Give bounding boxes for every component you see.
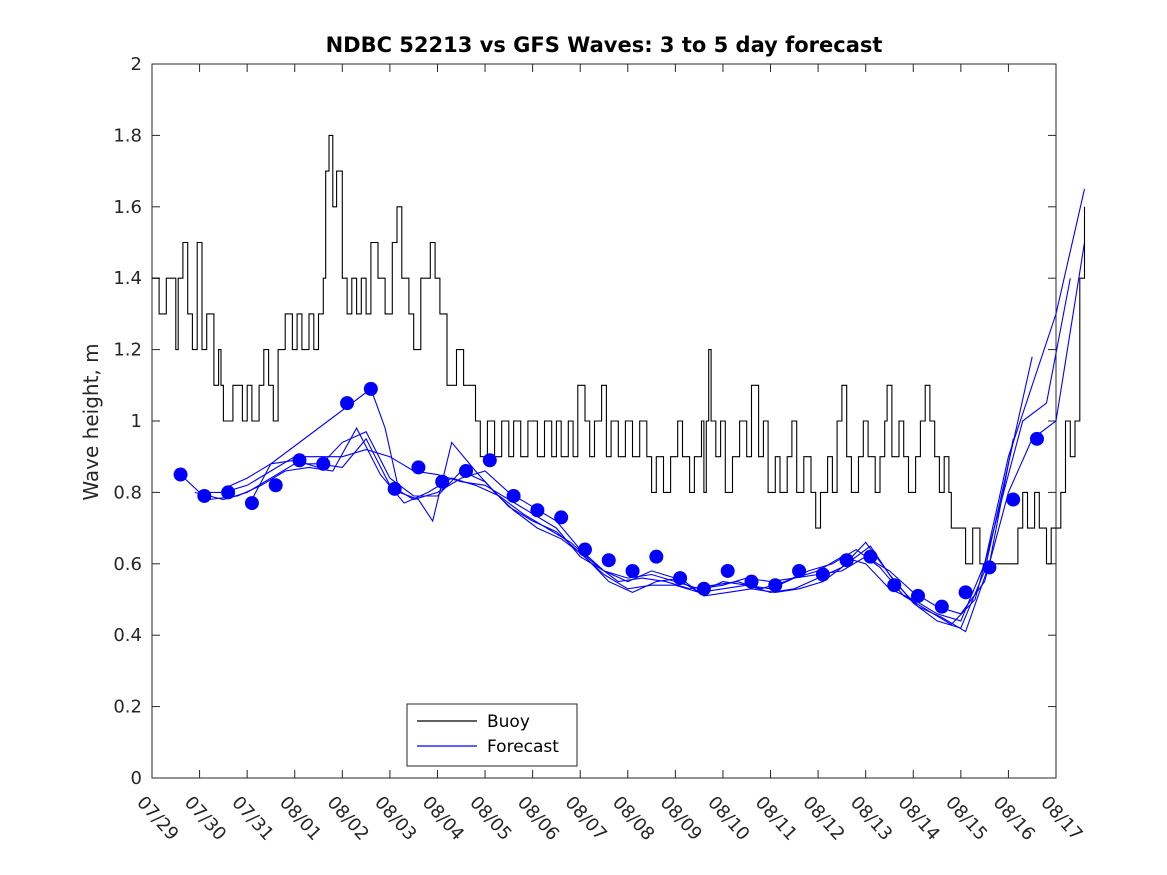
x-tick-label: 08/10 <box>703 792 753 845</box>
plot-area <box>151 63 1057 779</box>
forecast-marker <box>744 574 759 589</box>
forecast-marker <box>625 563 640 578</box>
x-tick-label: 08/02 <box>323 792 373 845</box>
y-tick-label: 1.2 <box>113 340 142 361</box>
forecast-marker <box>363 381 378 396</box>
y-tick-label: 0 <box>131 768 142 789</box>
x-tick-label: 08/08 <box>608 792 658 845</box>
forecast-marker <box>1029 431 1044 446</box>
forecast-marker <box>506 488 521 503</box>
x-tick-label: 07/31 <box>227 792 277 845</box>
y-tick-label: 1 <box>131 411 142 432</box>
forecast-marker <box>768 578 783 593</box>
forecast-marker <box>839 553 854 568</box>
x-tick-label: 08/11 <box>751 792 801 845</box>
forecast-line-run5 <box>251 388 1014 633</box>
y-axis-title: Wave height, m <box>79 343 103 500</box>
forecast-marker <box>411 460 426 475</box>
y-tick-label: 2 <box>131 54 142 75</box>
forecast-marker <box>934 599 949 614</box>
forecast-marker <box>815 567 830 582</box>
x-tick-label: 08/12 <box>798 792 848 845</box>
forecast-marker <box>792 563 807 578</box>
forecast-marker <box>316 456 331 471</box>
forecast-marker <box>673 571 688 586</box>
legend: Buoy Forecast <box>406 703 578 767</box>
y-tick-label: 1.8 <box>113 125 142 146</box>
forecast-marker <box>340 396 355 411</box>
chart-title: NDBC 52213 vs GFS Waves: 3 to 5 day fore… <box>326 33 883 57</box>
legend-buoy-label: Buoy <box>487 712 530 732</box>
legend-forecast-label: Forecast <box>487 737 559 757</box>
forecast-marker <box>482 453 497 468</box>
forecast-marker <box>221 485 236 500</box>
forecast-marker <box>244 496 259 511</box>
x-tick-label: 08/01 <box>275 792 325 845</box>
forecast-line-run1 <box>180 242 1086 615</box>
forecast-marker <box>958 585 973 600</box>
x-tick-label: 07/29 <box>132 792 182 845</box>
legend-box <box>406 703 578 767</box>
forecast-marker <box>292 453 307 468</box>
forecast-marker <box>911 588 926 603</box>
forecast-marker <box>982 560 997 575</box>
y-axis: 0 0.2 0.4 0.6 0.8 1 1.2 1.4 1.6 1.8 2 <box>113 54 1056 789</box>
y-tick-label: 1.6 <box>113 197 142 218</box>
forecast-marker <box>649 549 664 564</box>
forecast-marker <box>459 463 474 478</box>
forecast-marker <box>387 481 402 496</box>
forecast-marker <box>601 553 616 568</box>
forecast-marker <box>435 474 450 489</box>
x-tick-label: 07/30 <box>180 792 230 845</box>
forecast-marker <box>720 563 735 578</box>
forecast-marker <box>530 503 545 518</box>
x-tick-label: 08/07 <box>560 792 610 845</box>
x-tick-label: 08/04 <box>418 792 468 845</box>
y-tick-label: 0.2 <box>113 697 142 718</box>
forecast-marker <box>863 549 878 564</box>
y-tick-label: 0.8 <box>113 482 142 503</box>
y-tick-label: 0.4 <box>113 625 142 646</box>
x-tick-label: 08/09 <box>656 792 706 845</box>
forecast-marker <box>268 478 283 493</box>
series-layer <box>152 134 1086 633</box>
forecast-marker <box>577 542 592 557</box>
forecast-line-run3 <box>209 278 1071 626</box>
x-tick-label: 08/14 <box>894 792 944 845</box>
buoy-line <box>152 134 1086 565</box>
x-tick-label: 08/06 <box>513 792 563 845</box>
x-tick-label: 08/13 <box>846 792 896 845</box>
forecast-marker <box>887 578 902 593</box>
forecast-marker <box>554 510 569 525</box>
x-tick-label: 08/16 <box>989 792 1039 845</box>
y-tick-label: 0.6 <box>113 554 142 575</box>
x-tick-label: 08/15 <box>941 792 991 845</box>
x-tick-label: 08/05 <box>465 792 515 845</box>
y-tick-label: 1.4 <box>113 268 142 289</box>
forecast-marker <box>696 581 711 596</box>
forecast-marker <box>173 467 188 482</box>
x-tick-label: 08/17 <box>1036 792 1086 845</box>
forecast-line-run2 <box>194 188 1086 622</box>
forecast-marker <box>1006 492 1021 507</box>
x-tick-label: 08/03 <box>370 792 420 845</box>
forecast-marker <box>197 488 212 503</box>
